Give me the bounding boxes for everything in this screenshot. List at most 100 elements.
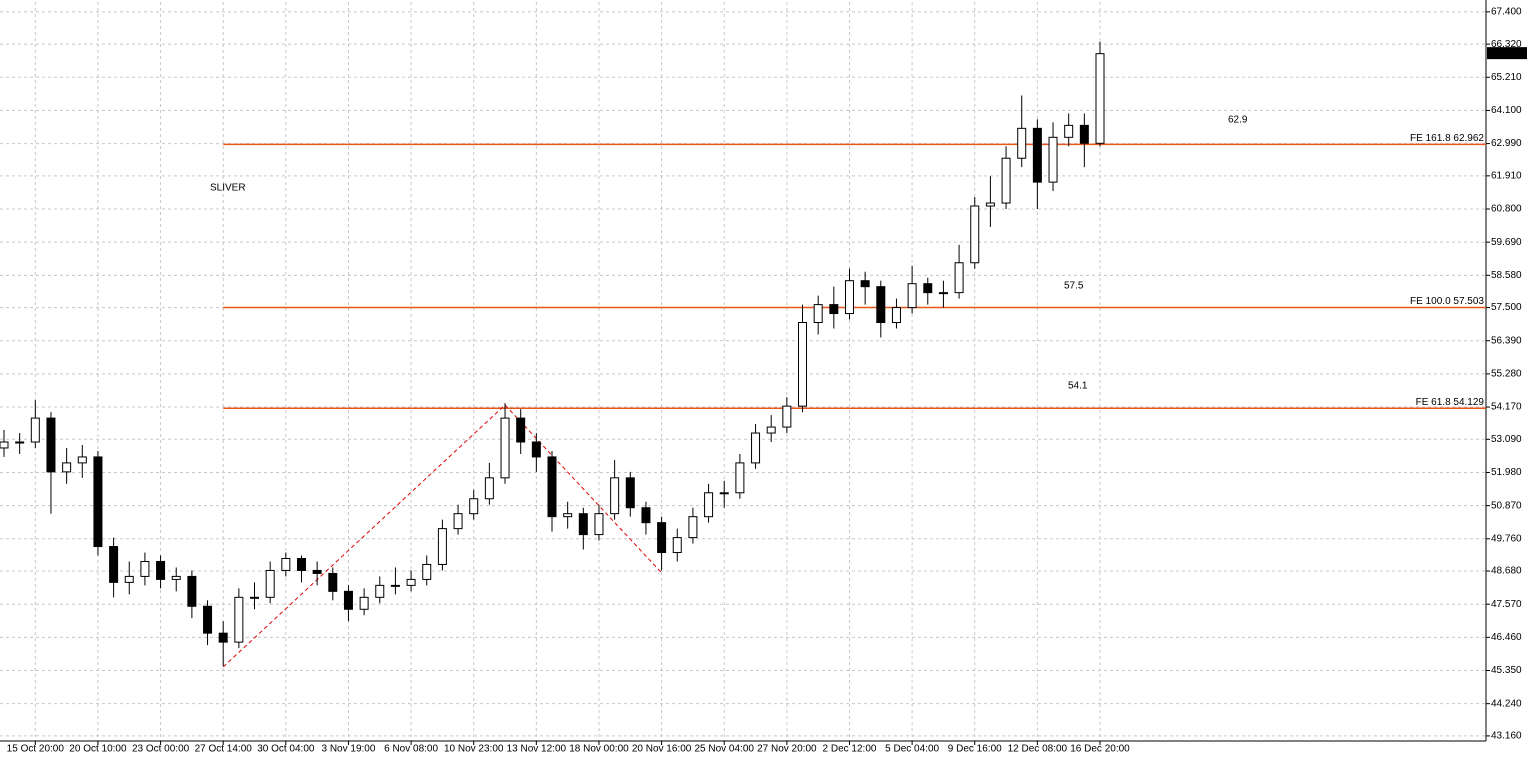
candle-body bbox=[234, 596, 244, 643]
x-tick-label: 2 Dec 12:00 bbox=[823, 744, 877, 755]
x-tick-label: 6 Nov 08:00 bbox=[384, 744, 438, 755]
y-tick-label: 50.870 bbox=[1491, 500, 1522, 511]
y-tick-label: 59.690 bbox=[1491, 237, 1522, 248]
candle-body bbox=[15, 441, 25, 444]
level-label: FE 100.0 57.503 bbox=[1410, 296, 1484, 307]
price-box bbox=[1487, 47, 1527, 60]
y-tick-label: 46.460 bbox=[1491, 632, 1522, 643]
candle-body bbox=[907, 283, 917, 309]
candle-body bbox=[641, 507, 651, 524]
candle-body bbox=[312, 569, 322, 574]
candle-body bbox=[923, 283, 933, 294]
candle-body bbox=[218, 632, 228, 643]
candle-body bbox=[77, 456, 87, 464]
annotation: 62.9 bbox=[1228, 115, 1248, 126]
candle-body bbox=[547, 456, 557, 518]
y-tick-label: 47.570 bbox=[1491, 599, 1522, 610]
candle-body bbox=[688, 516, 698, 539]
candle-body bbox=[171, 575, 181, 580]
y-tick-label: 54.170 bbox=[1491, 402, 1522, 413]
candle-body bbox=[124, 575, 134, 583]
y-tick-label: 67.400 bbox=[1491, 6, 1522, 17]
x-tick-label: 9 Dec 16:00 bbox=[948, 744, 1002, 755]
candle-body bbox=[516, 417, 526, 443]
candle-body bbox=[531, 441, 541, 458]
y-tick-label: 49.760 bbox=[1491, 533, 1522, 544]
candle-body bbox=[563, 513, 573, 518]
candle-body bbox=[860, 280, 870, 288]
y-tick-label: 55.280 bbox=[1491, 369, 1522, 380]
candle-body bbox=[766, 426, 776, 434]
level-label: FE 61.8 54.129 bbox=[1416, 397, 1485, 408]
x-tick-label: 27 Nov 20:00 bbox=[757, 744, 817, 755]
candle-body bbox=[484, 477, 494, 500]
y-tick-label: 66.320 bbox=[1491, 39, 1522, 50]
x-tick-label: 25 Nov 04:00 bbox=[694, 744, 754, 755]
candle-body bbox=[390, 584, 400, 587]
candle-body bbox=[782, 405, 792, 428]
y-tick-label: 56.390 bbox=[1491, 335, 1522, 346]
candle-body bbox=[343, 590, 353, 610]
candle-body bbox=[1017, 127, 1027, 159]
candle-body bbox=[719, 492, 729, 495]
candle-body bbox=[437, 528, 447, 565]
y-tick-label: 51.980 bbox=[1491, 467, 1522, 478]
candle-body bbox=[30, 417, 40, 443]
candle-body bbox=[250, 596, 260, 599]
candle-body bbox=[62, 462, 72, 473]
candle-body bbox=[594, 513, 604, 536]
x-tick-label: 20 Nov 16:00 bbox=[632, 744, 692, 755]
y-tick-label: 43.160 bbox=[1491, 731, 1522, 742]
candle-body bbox=[829, 304, 839, 315]
candle-body bbox=[375, 584, 385, 598]
x-tick-label: 5 Dec 04:00 bbox=[885, 744, 939, 755]
candle-body bbox=[328, 572, 338, 592]
y-tick-label: 57.500 bbox=[1491, 302, 1522, 313]
y-tick-label: 45.350 bbox=[1491, 665, 1522, 676]
x-tick-label: 12 Dec 08:00 bbox=[1008, 744, 1068, 755]
x-tick-label: 13 Nov 12:00 bbox=[507, 744, 567, 755]
candle-body bbox=[500, 417, 510, 479]
candle-body bbox=[578, 513, 588, 536]
candle-body bbox=[735, 462, 745, 494]
y-tick-label: 61.910 bbox=[1491, 170, 1522, 181]
candle-body bbox=[1095, 53, 1105, 144]
candle-body bbox=[296, 557, 306, 571]
y-tick-label: 64.100 bbox=[1491, 105, 1522, 116]
y-tick-label: 60.800 bbox=[1491, 204, 1522, 215]
candle-body bbox=[938, 292, 948, 295]
candle-body bbox=[1048, 136, 1058, 183]
x-tick-label: 30 Oct 04:00 bbox=[257, 744, 315, 755]
candle-body bbox=[876, 286, 886, 324]
candle-body bbox=[891, 307, 901, 324]
candle-body bbox=[657, 522, 667, 554]
candle-body bbox=[0, 441, 9, 449]
annotation: 57.5 bbox=[1064, 281, 1084, 292]
candle-body bbox=[1064, 124, 1074, 138]
candle-body bbox=[422, 563, 432, 580]
candle-body bbox=[1032, 127, 1042, 183]
candle-body bbox=[1079, 124, 1089, 144]
candle-body bbox=[798, 322, 808, 407]
candle-body bbox=[93, 456, 103, 548]
candle-body bbox=[751, 432, 761, 464]
y-tick-label: 48.680 bbox=[1491, 566, 1522, 577]
annotation: 54.1 bbox=[1068, 381, 1088, 392]
price-label: 66.018 bbox=[1490, 48, 1521, 59]
candle-body bbox=[625, 477, 635, 509]
x-tick-label: 27 Oct 14:00 bbox=[195, 744, 253, 755]
x-tick-label: 15 Oct 20:00 bbox=[7, 744, 65, 755]
annotation: SLIVER bbox=[210, 183, 246, 194]
candle-body bbox=[813, 304, 823, 324]
candle-body bbox=[704, 492, 714, 518]
candle-body bbox=[985, 202, 995, 207]
candle-body bbox=[156, 560, 166, 580]
x-tick-label: 20 Oct 10:00 bbox=[69, 744, 127, 755]
x-tick-label: 10 Nov 23:00 bbox=[444, 744, 504, 755]
x-tick-label: 3 Nov 19:00 bbox=[321, 744, 375, 755]
candle-body bbox=[672, 537, 682, 554]
candle-body bbox=[203, 605, 213, 634]
y-tick-label: 44.240 bbox=[1491, 698, 1522, 709]
candle-body bbox=[46, 417, 56, 473]
